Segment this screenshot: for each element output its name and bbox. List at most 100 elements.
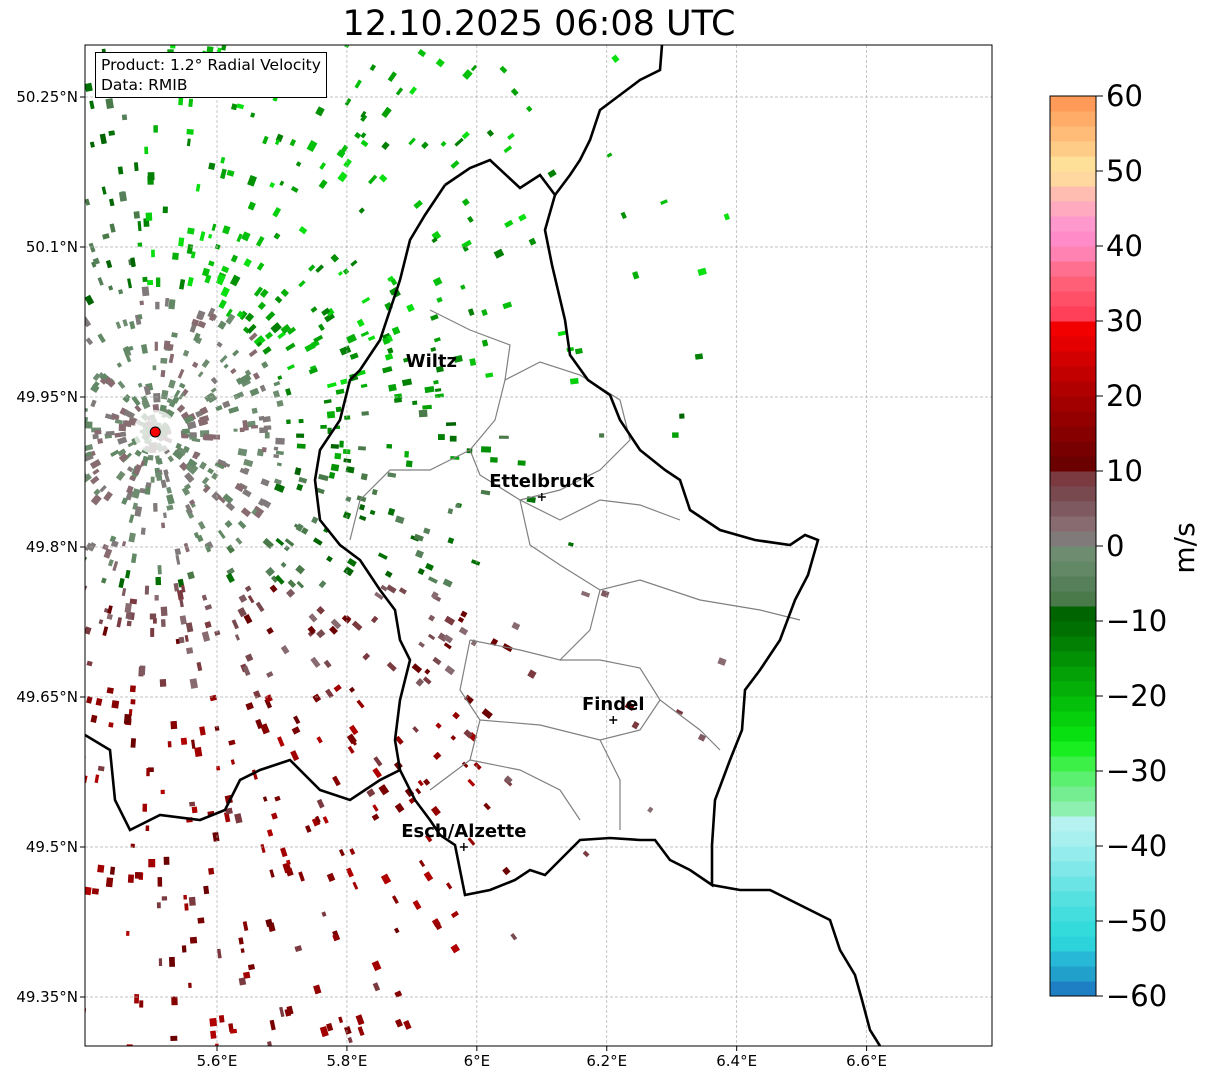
radar-echo [424, 834, 433, 843]
radar-echo [209, 1017, 218, 1027]
radar-echo [324, 312, 335, 323]
radar-echo [360, 110, 367, 118]
radar-echo [160, 789, 165, 795]
radar-echo [233, 391, 245, 400]
radar-echo [273, 478, 282, 485]
radar-echo [139, 1000, 144, 1008]
radar-echo [92, 433, 99, 440]
colorbar-segment [1050, 141, 1096, 157]
radar-echo [469, 358, 477, 367]
colorbar-segment [1050, 711, 1096, 727]
radar-echo [326, 382, 337, 389]
radar-echo [316, 629, 326, 639]
radar-echo [339, 345, 352, 356]
radar-echo [387, 275, 395, 282]
radar-echo [85, 421, 93, 429]
radar-echo [343, 458, 352, 464]
radar-echo [191, 806, 198, 814]
radar-echo [189, 801, 196, 807]
radar-echo [147, 454, 154, 461]
radar-echo [387, 472, 397, 478]
radar-echo [438, 434, 445, 440]
radar-echo [318, 580, 327, 589]
radar-echo [461, 131, 470, 140]
radar-echo [167, 455, 175, 463]
radar-echo [208, 312, 217, 322]
radar-echo [276, 400, 284, 407]
radar-echo [354, 131, 362, 139]
radar-echo [160, 357, 168, 364]
radar-echo [226, 169, 235, 177]
radar-echo [207, 467, 214, 475]
radar-echo [197, 417, 209, 427]
radar-echo [371, 813, 380, 821]
radar-echo [381, 141, 390, 150]
radar-echo [287, 326, 297, 335]
radar-echo [177, 368, 185, 379]
radar-echo [423, 778, 431, 786]
radar-echo [236, 103, 245, 110]
radar-echo [417, 779, 424, 787]
radar-echo [85, 416, 88, 423]
radar-echo [133, 463, 142, 476]
radar-echo [89, 141, 95, 148]
radar-echo [417, 48, 427, 58]
radar-echo [237, 607, 247, 618]
radar-echo [321, 911, 327, 917]
radar-echo [442, 578, 453, 588]
radar-echo [444, 665, 456, 676]
lon-tick-label: 5.8°E [326, 1052, 367, 1070]
radar-echo [462, 69, 473, 80]
radar-echo [358, 207, 365, 214]
radar-echo [188, 896, 196, 906]
radar-echo [433, 337, 441, 343]
radar-echo [326, 872, 336, 882]
radar-echo [480, 446, 492, 453]
radar-echo [318, 473, 329, 482]
radar-echo [127, 874, 134, 883]
radar-echo [280, 645, 290, 655]
colorbar-segment [1050, 531, 1096, 547]
radar-echo [337, 171, 348, 183]
radar-echo [92, 381, 100, 388]
radar-echo [355, 369, 366, 377]
radar-echo [174, 548, 182, 556]
radar-echo [285, 859, 291, 866]
radar-echo [231, 619, 239, 630]
radar-echo [163, 856, 170, 865]
radar-echo [372, 804, 379, 812]
radar-echo [187, 571, 195, 580]
radar-echo [273, 446, 279, 451]
radar-echo [116, 617, 122, 628]
colorbar-segment [1050, 366, 1096, 382]
radar-echo [340, 378, 348, 385]
radar-echo [261, 499, 272, 509]
radar-echo [296, 580, 305, 589]
colorbar-segment [1050, 411, 1096, 427]
radar-echo [315, 487, 325, 495]
radar-echo [121, 588, 127, 597]
radar-echo [210, 1030, 217, 1039]
radar-echo [574, 347, 583, 355]
radar-echo [450, 160, 460, 169]
radar-echo [164, 297, 170, 307]
radar-echo [224, 520, 233, 529]
radar-echo [251, 407, 258, 414]
lon-tick-label: 6.2°E [586, 1052, 627, 1070]
radar-echo [430, 347, 437, 352]
radar-echo [483, 802, 491, 811]
radar-echo [279, 1006, 285, 1018]
colorbar-segment [1050, 486, 1096, 502]
radar-echo [262, 135, 269, 145]
radar-echo [504, 219, 514, 228]
radar-echo [90, 399, 97, 408]
radar-echo [398, 587, 407, 595]
radar-echo [105, 877, 114, 888]
colorbar-tick-label: 50 [1106, 154, 1143, 188]
radar-echo [394, 802, 405, 813]
radar-echo [274, 139, 280, 146]
radar-echo [85, 316, 92, 328]
radar-echo [201, 476, 210, 485]
radar-echo [315, 264, 324, 273]
radar-echo [261, 361, 269, 369]
